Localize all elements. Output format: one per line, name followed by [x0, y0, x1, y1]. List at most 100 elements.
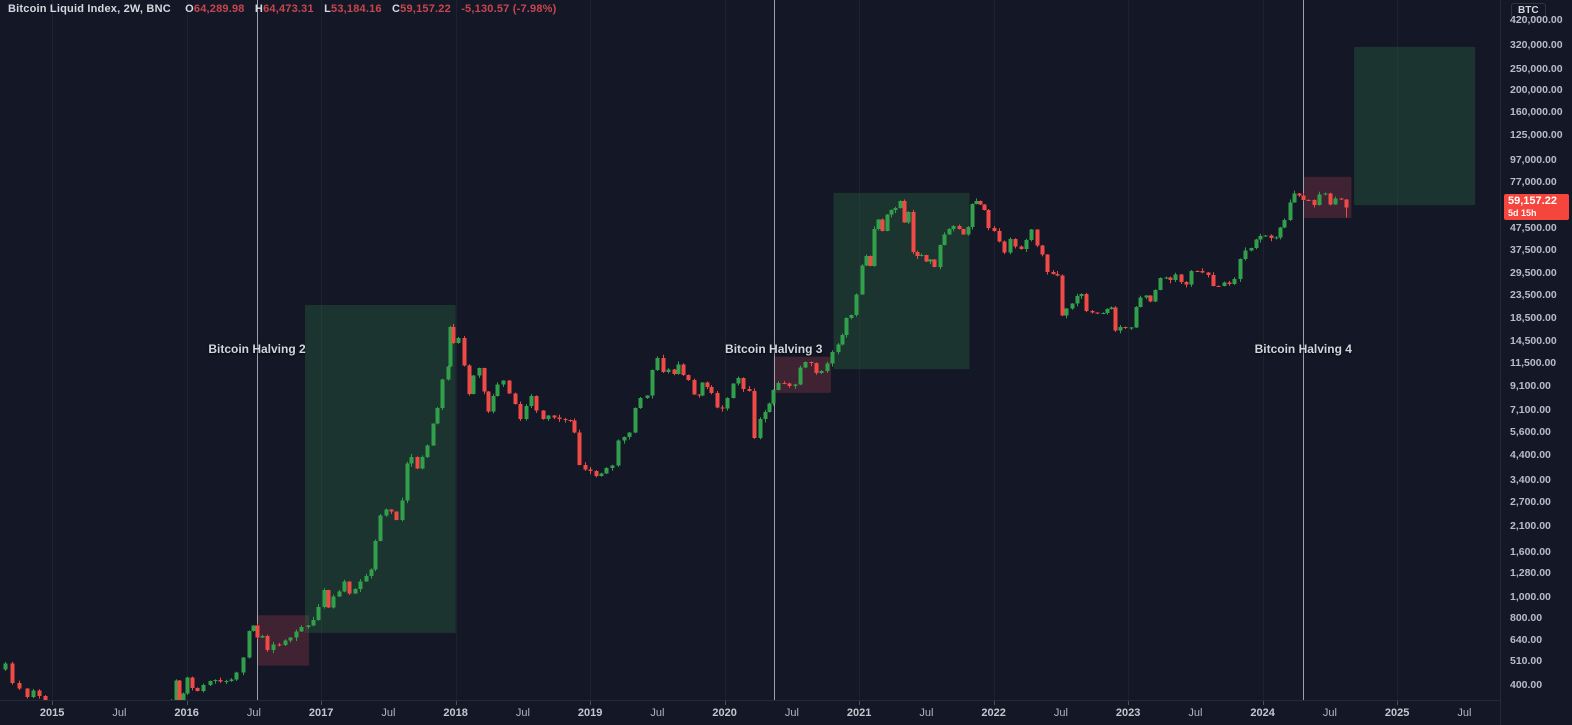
candle-body: [1189, 270, 1194, 285]
projection-box-bullish[interactable]: [1354, 46, 1476, 206]
candle-body: [1195, 270, 1200, 272]
candle-body: [1144, 295, 1149, 298]
candle-body: [1064, 308, 1069, 316]
time-axis-label: Jul: [1053, 707, 1068, 719]
candle-body: [676, 364, 681, 374]
candle-body: [513, 393, 518, 405]
candle-body: [251, 625, 256, 632]
candle-body: [405, 463, 410, 501]
candle-body: [563, 419, 568, 421]
price-tick-label: 1,280.00: [1510, 567, 1551, 580]
candle-body: [477, 368, 482, 376]
price-axis-panel[interactable]: BTC 420,000.00 320,000.00 250,000.00 200,00…: [1500, 0, 1572, 725]
candle-body: [37, 690, 42, 697]
time-axis-label: Jul: [1322, 707, 1337, 719]
year-tick: [321, 701, 322, 705]
candle-body: [425, 445, 430, 457]
candle-body: [1288, 202, 1293, 220]
candle-body: [224, 680, 229, 682]
candle-body: [524, 406, 529, 420]
currency-label-button[interactable]: BTC: [1511, 3, 1546, 18]
candle-body: [501, 380, 506, 385]
halving-label[interactable]: Bitcoin Halving 4: [1254, 342, 1352, 356]
candle-body: [836, 344, 841, 352]
ohlc-high-label: H: [254, 3, 264, 15]
candle-body: [1243, 250, 1248, 259]
projection-box-bullish[interactable]: [305, 305, 456, 633]
time-axis-label: 2018: [443, 707, 468, 719]
symbol-title[interactable]: Bitcoin Liquid Index, 2W, BNC: [8, 3, 171, 15]
candle-body: [736, 377, 741, 384]
candle-body: [369, 569, 374, 576]
candle-body: [793, 384, 798, 386]
candle-body: [1206, 272, 1211, 275]
candle-body: [782, 383, 787, 385]
candle-body: [880, 219, 885, 231]
year-tick: [859, 701, 860, 705]
candle-body: [747, 388, 752, 392]
price-tick-label: 250,000.00: [1510, 63, 1563, 76]
candle-body: [43, 696, 48, 700]
candle-body: [1024, 239, 1029, 249]
candle-body: [986, 210, 991, 229]
candle-body: [467, 365, 472, 394]
last-price-badge: 59,157.22 5d 15h: [1504, 194, 1569, 221]
candle-body: [1168, 277, 1173, 281]
projection-box-bearish[interactable]: [257, 615, 310, 666]
price-tick-label: 510.00: [1510, 655, 1543, 668]
year-tick: [52, 701, 53, 705]
candle-body: [572, 420, 577, 433]
candle-body: [752, 391, 757, 438]
candle-body: [471, 375, 476, 394]
candle-body: [353, 588, 358, 594]
candle-body: [1323, 193, 1328, 195]
candle-body: [577, 432, 582, 465]
candle-body: [876, 219, 881, 229]
candle-body: [1158, 277, 1163, 290]
halving-label[interactable]: Bitcoin Halving 2: [208, 342, 306, 356]
price-tick-label: 800.00: [1510, 612, 1543, 625]
chart-canvas[interactable]: [0, 0, 1500, 700]
projection-box-bullish[interactable]: [833, 192, 970, 370]
candle-body: [316, 606, 321, 620]
candle-body: [655, 357, 660, 370]
halving-label[interactable]: Bitcoin Halving 3: [725, 342, 823, 356]
candle-body: [681, 364, 686, 375]
candle-body: [1179, 274, 1184, 283]
candle-body: [1019, 246, 1024, 249]
candle-body: [1216, 285, 1221, 287]
candle-body: [1008, 239, 1013, 253]
year-tick: [994, 701, 995, 705]
candle-body: [1312, 200, 1317, 205]
candle-body: [1045, 254, 1050, 273]
ohlc-open-value: 64,289.98: [193, 3, 245, 15]
candle-body: [705, 382, 710, 387]
candle-body: [1118, 327, 1123, 331]
projection-box-bearish[interactable]: [1303, 176, 1352, 219]
candle-body: [384, 509, 389, 516]
candle-body: [840, 334, 845, 345]
candle-body: [486, 391, 491, 412]
candle-body: [924, 255, 929, 262]
candle-body: [692, 380, 697, 395]
candle-body: [1301, 195, 1306, 200]
symbol-legend: Bitcoin Liquid Index, 2W, BNC O64,289.98…: [8, 3, 557, 15]
candle-body: [1075, 296, 1080, 304]
time-axis-panel[interactable]: 2015 Jul 2016 Jul 2017 Jul 2018 Jul 2019 Jul 2020 J…: [0, 700, 1500, 725]
candle-body: [482, 368, 487, 392]
candle-body: [448, 327, 453, 367]
candle-body: [902, 201, 907, 223]
candle-body: [720, 407, 725, 409]
price-tick-label: 420,000.00: [1510, 13, 1563, 26]
candle-body: [947, 228, 952, 235]
candle-body: [610, 465, 615, 468]
price-tick-label: 200,000.00: [1510, 84, 1563, 97]
candle-body: [1344, 199, 1349, 208]
time-axis-label: Jul: [112, 707, 127, 719]
candle-body: [25, 688, 30, 698]
candle-body: [1040, 245, 1045, 255]
candle-body: [982, 204, 987, 211]
candle-body: [633, 408, 638, 433]
candle-body: [594, 471, 599, 477]
candle-body: [557, 417, 562, 420]
